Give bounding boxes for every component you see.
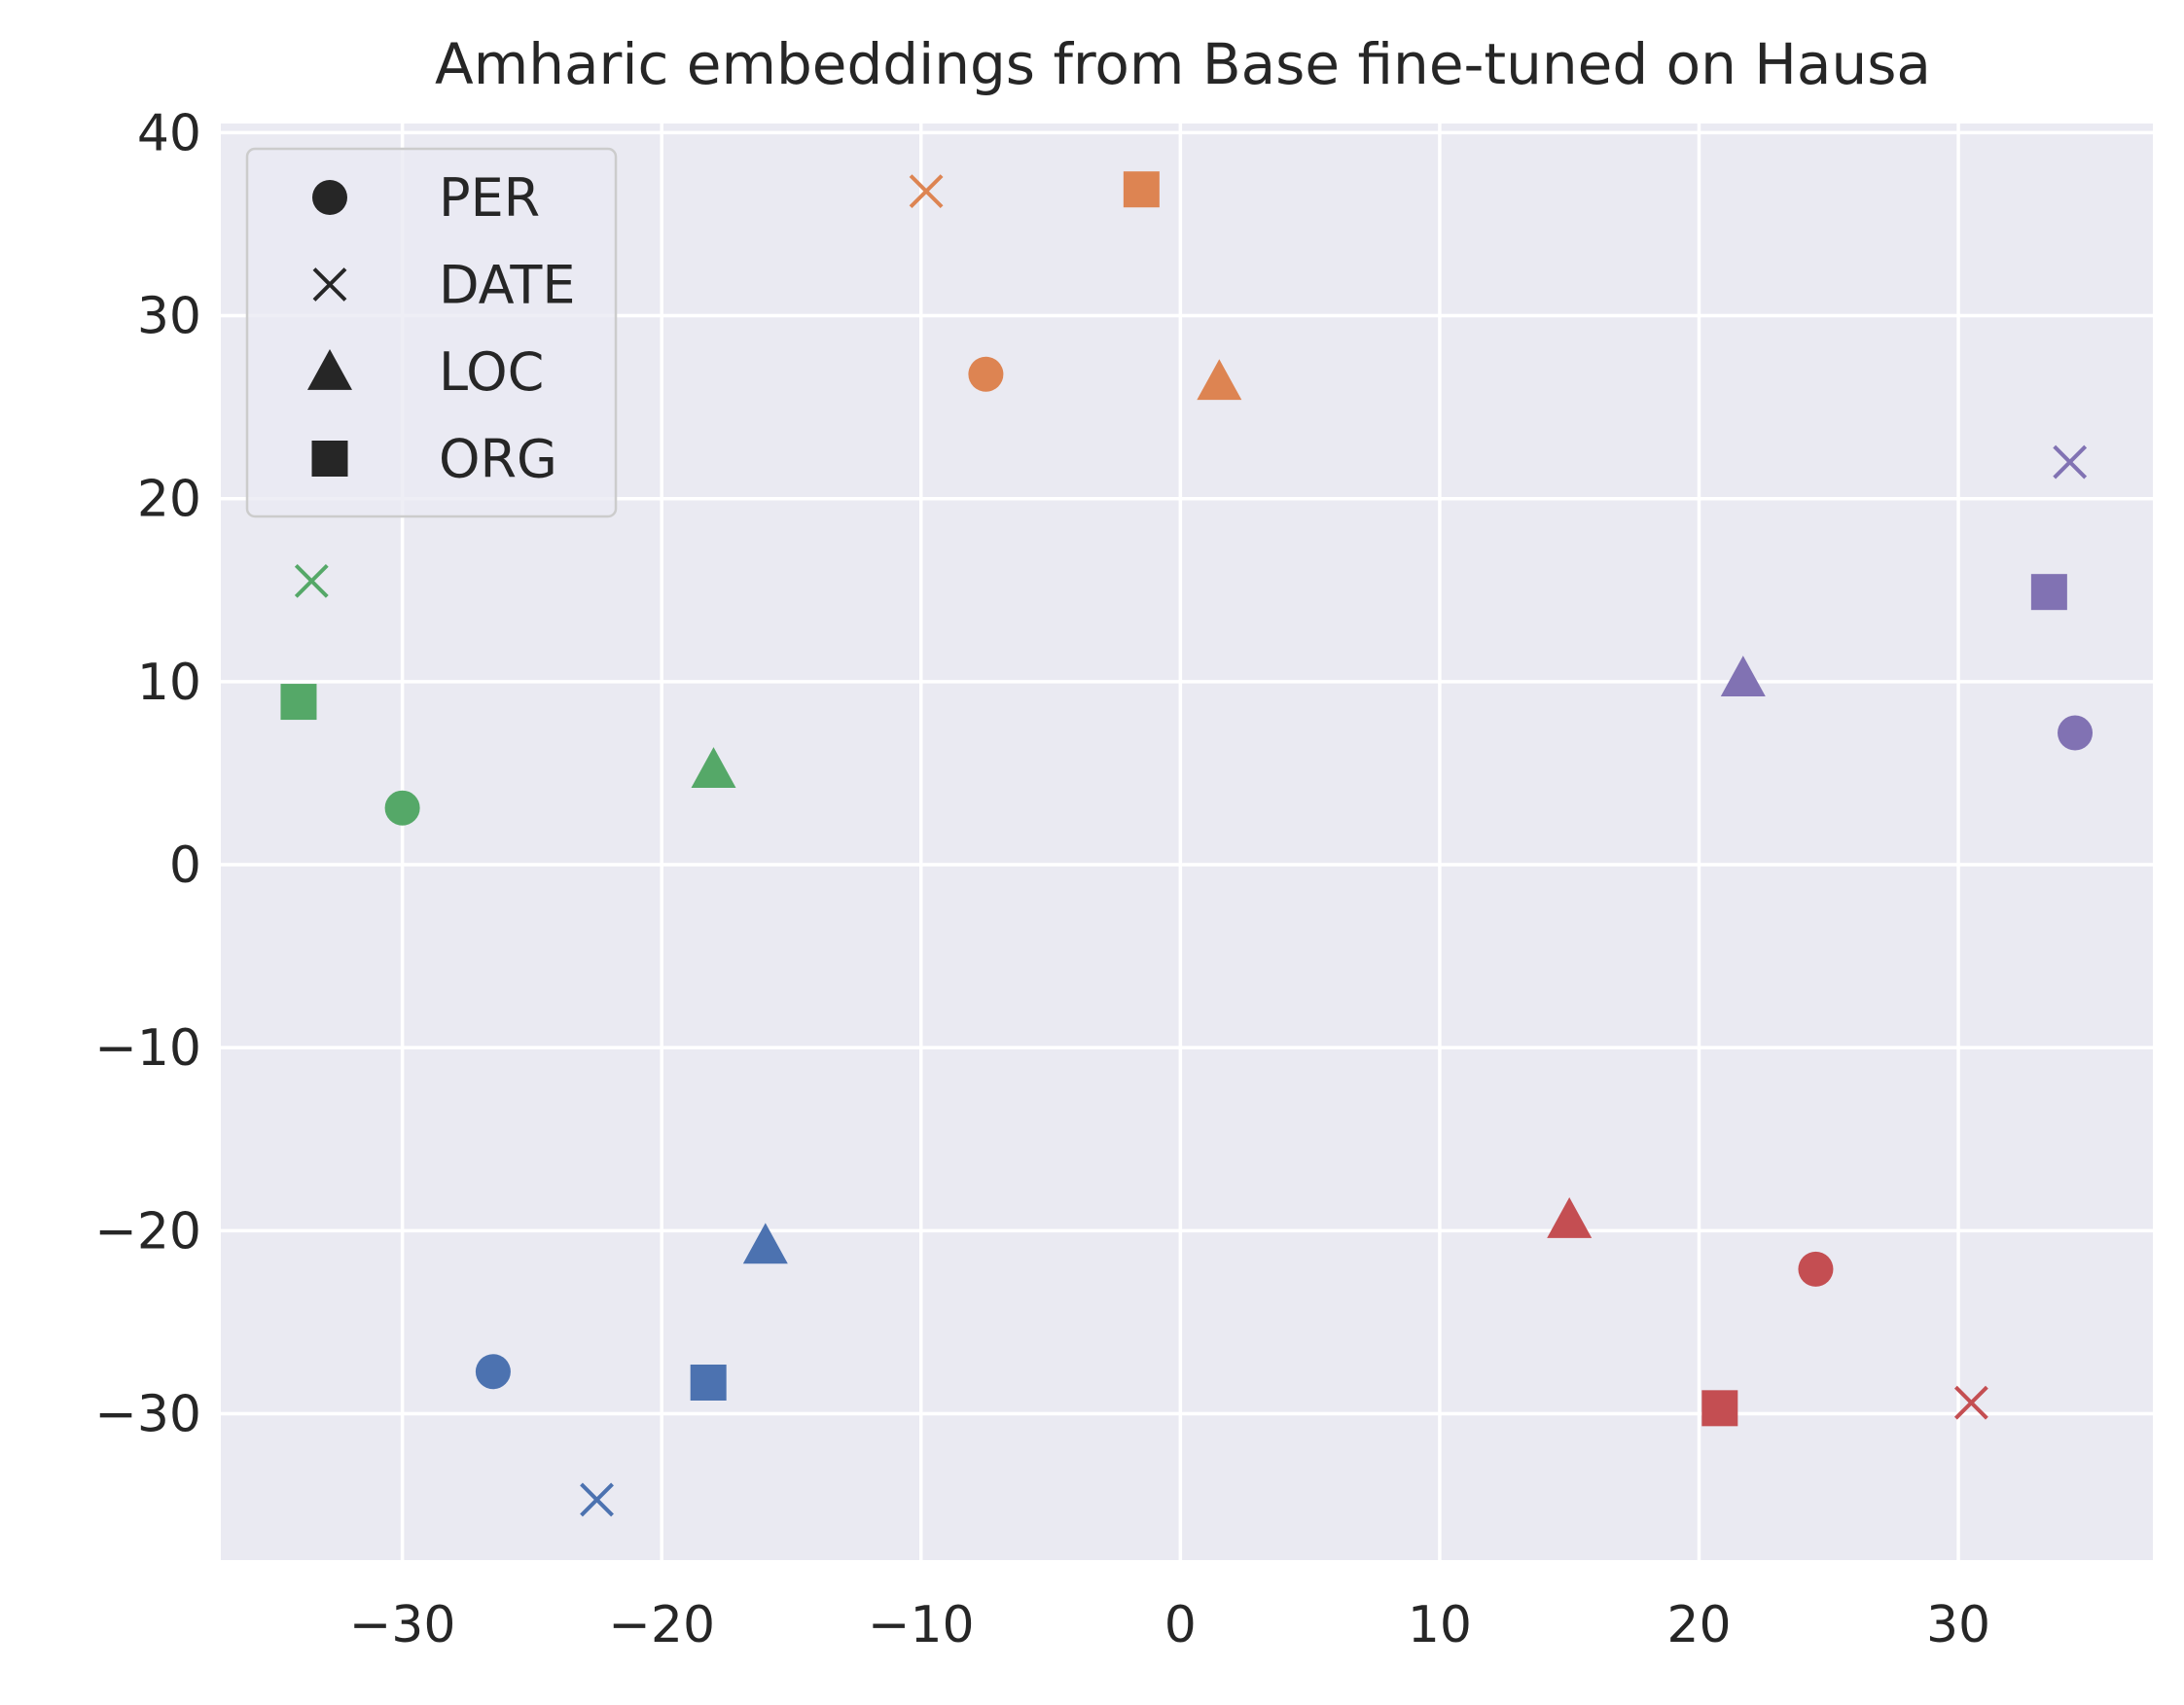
data-point-red-date: [1953, 1385, 1988, 1420]
data-point-orange-org: [1123, 171, 1160, 208]
chart-title: Amharic embeddings from Base fine-tuned …: [435, 31, 1931, 97]
data-point-red-per: [1798, 1251, 1834, 1287]
data-point-purple-date: [2053, 444, 2088, 480]
data-point-blue-loc: [742, 1223, 788, 1264]
data-point-purple-org: [2030, 574, 2067, 611]
y-tick-label: −20: [94, 1202, 201, 1261]
y-tick-label: 0: [169, 836, 201, 895]
y-tick-label: 10: [137, 654, 201, 712]
data-points: [280, 171, 2094, 1517]
data-point-green-date: [294, 563, 329, 598]
y-tick-label: 30: [137, 288, 201, 346]
x-tick-label: −20: [608, 1596, 715, 1654]
y-tick-label: −10: [94, 1019, 201, 1078]
x-tick-label: 10: [1408, 1596, 1472, 1654]
y-tick-label: −30: [94, 1385, 201, 1443]
legend-label-org: ORG: [439, 429, 557, 490]
data-point-purple-loc: [1720, 656, 1766, 696]
legend-box: [245, 147, 618, 518]
data-point-orange-per: [968, 356, 1004, 392]
data-point-blue-date: [580, 1482, 614, 1517]
data-point-blue-per: [475, 1354, 511, 1390]
data-point-green-org: [280, 684, 317, 721]
grid-lines: [221, 124, 2153, 1560]
legend-square-icon: [311, 441, 348, 477]
tick-labels: −30 −20 −10 0 10 20 30 40 30 20 10 0 −10 −20 −30: [94, 104, 1990, 1654]
data-point-red-org: [1701, 1390, 1738, 1427]
legend-circle-icon: [312, 180, 347, 215]
data-point-orange-date: [909, 174, 944, 209]
legend-x-icon: [312, 267, 347, 302]
legend: PER DATE LOC ORG: [245, 147, 618, 518]
x-tick-label: 20: [1666, 1596, 1731, 1654]
legend-label-date: DATE: [439, 255, 575, 316]
x-tick-label: 30: [1926, 1596, 1990, 1654]
legend-label-per: PER: [439, 167, 540, 229]
data-point-green-loc: [691, 747, 736, 789]
x-tick-label: 0: [1164, 1596, 1197, 1654]
data-point-blue-org: [690, 1364, 727, 1401]
y-tick-label: 20: [137, 471, 201, 529]
data-point-purple-per: [2058, 715, 2094, 751]
legend-triangle-icon: [307, 349, 352, 390]
data-point-red-loc: [1547, 1197, 1593, 1238]
x-tick-label: −30: [349, 1596, 456, 1654]
y-tick-label: 40: [137, 104, 201, 162]
x-tick-label: −10: [868, 1596, 975, 1654]
legend-label-loc: LOC: [439, 341, 544, 403]
data-point-orange-loc: [1197, 359, 1242, 401]
data-point-green-per: [384, 790, 420, 826]
